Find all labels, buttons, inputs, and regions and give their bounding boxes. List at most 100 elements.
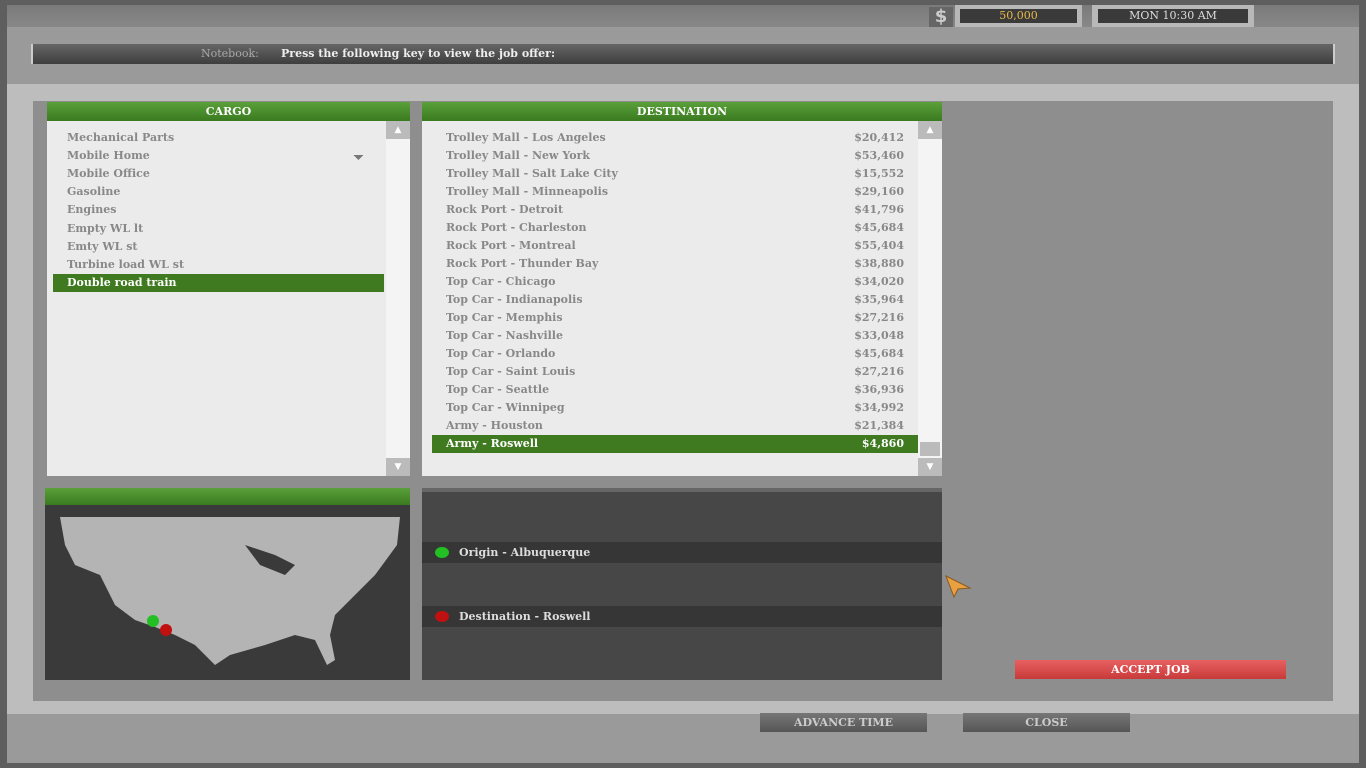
scroll-thumb[interactable] — [920, 442, 940, 456]
notebook-text: Press the following key to view the job … — [281, 47, 556, 60]
origin-marker — [147, 615, 159, 627]
destination-name: Rock Port - Thunder Bay — [446, 257, 599, 270]
destination-price: $34,992 — [854, 401, 904, 414]
notebook-label: Notebook: — [201, 47, 259, 60]
cargo-item[interactable]: Empty WL lt — [67, 221, 144, 235]
destination-name: Top Car - Chicago — [446, 275, 556, 288]
destination-name: Top Car - Seattle — [446, 383, 550, 396]
cargo-item[interactable]: Mechanical Parts — [67, 131, 175, 144]
destination-item[interactable]: Army - Roswell $4,860 — [432, 435, 918, 453]
destination-name: Trolley Mall - Salt Lake City — [446, 167, 618, 180]
destination-name: Army - Roswell — [446, 437, 539, 450]
money-value: 50,000 — [960, 9, 1077, 23]
destination-name: Trolley Mall - Minneapolis — [446, 185, 609, 198]
red-dot-icon — [435, 611, 449, 622]
destination-item[interactable]: Top Car - Nashville $33,048 — [432, 327, 918, 345]
destination-row: Destination - Roswell — [422, 606, 942, 627]
destination-item[interactable]: Trolley Mall - Los Angeles $20,412 — [432, 129, 918, 147]
advance-time-button[interactable]: ADVANCE TIME — [760, 713, 927, 732]
cargo-item[interactable]: Turbine load WL st — [67, 257, 185, 271]
destination-item[interactable]: Army - Houston $21,384 — [432, 417, 918, 435]
map-header — [45, 488, 410, 505]
map — [55, 517, 400, 680]
destination-item[interactable]: Top Car - Saint Louis $27,216 — [432, 363, 918, 381]
destination-item[interactable]: Trolley Mall - Minneapolis $29,160 — [432, 183, 918, 201]
cargo-item[interactable]: Mobile Home — [67, 149, 150, 163]
destination-price: $45,684 — [854, 347, 904, 360]
origin-label: Origin - Albuquerque — [459, 546, 591, 559]
cargo-item[interactable]: Emty WL st — [67, 239, 138, 253]
cargo-item[interactable]: Engines — [67, 203, 117, 217]
cargo-panel: CARGO Mechanical Parts Mobile Home Mobile … — [47, 102, 410, 476]
destination-panel: DESTINATION Trolley Mall - Los Angeles $2… — [422, 102, 942, 476]
destination-price: $33,048 — [854, 329, 904, 342]
destination-marker — [160, 624, 172, 636]
origin-row: Origin - Albuquerque — [422, 542, 942, 563]
destination-price: $27,216 — [854, 365, 904, 378]
route-info: Origin - Albuquerque Destination - Roswe… — [422, 488, 942, 680]
destination-item[interactable]: Top Car - Winnipeg $34,992 — [432, 399, 918, 417]
destination-price: $21,384 — [854, 419, 904, 432]
scroll-up-button[interactable]: ▲ — [386, 121, 410, 139]
destination-price: $38,880 — [854, 257, 904, 270]
cargo-item[interactable]: Mobile Office — [67, 167, 150, 181]
destination-name: Army - Houston — [446, 419, 543, 432]
destination-name: Top Car - Memphis — [446, 311, 563, 324]
land-mass — [60, 517, 400, 665]
destination-item[interactable]: Top Car - Orlando $45,684 — [432, 345, 918, 363]
destination-price: $53,460 — [854, 149, 904, 162]
destination-label: Destination - Roswell — [459, 610, 591, 623]
destination-price: $29,160 — [854, 185, 904, 198]
destination-item[interactable]: Rock Port - Detroit $41,796 — [432, 201, 918, 219]
cargo-item[interactable]: Double road train — [53, 273, 384, 292]
clock-value: MON 10:30 AM — [1098, 9, 1248, 23]
destination-scrollbar[interactable]: ▲ ▼ — [918, 121, 942, 476]
destination-name: Top Car - Saint Louis — [446, 365, 576, 378]
accept-job-button[interactable]: ACCEPT JOB — [1015, 660, 1286, 679]
cargo-header: CARGO — [47, 102, 410, 121]
destination-price: $55,404 — [854, 239, 904, 252]
destination-header: DESTINATION — [422, 102, 942, 121]
destination-price: $4,860 — [861, 437, 904, 450]
cursor-icon — [945, 574, 972, 598]
green-dot-icon — [435, 547, 449, 558]
destination-item[interactable]: Rock Port - Thunder Bay $38,880 — [432, 255, 918, 273]
destination-item[interactable]: Rock Port - Charleston $45,684 — [432, 219, 918, 237]
destination-item[interactable]: Rock Port - Montreal $55,404 — [432, 237, 918, 255]
destination-item[interactable]: Trolley Mall - Salt Lake City $15,552 — [432, 165, 918, 183]
destination-name: Top Car - Orlando — [446, 347, 556, 360]
destination-item[interactable]: Top Car - Seattle $36,936 — [432, 381, 918, 399]
destination-name: Top Car - Indianapolis — [446, 293, 583, 306]
destination-name: Rock Port - Charleston — [446, 221, 587, 234]
destination-name: Trolley Mall - New York — [446, 149, 590, 162]
destination-name: Trolley Mall - Los Angeles — [446, 131, 606, 144]
destination-item[interactable]: Top Car - Memphis $27,216 — [432, 309, 918, 327]
clock-display: MON 10:30 AM — [1092, 5, 1254, 27]
destination-price: $15,552 — [854, 167, 904, 180]
destination-name: Top Car - Winnipeg — [446, 401, 565, 414]
destination-name: Rock Port - Detroit — [446, 203, 564, 216]
cargo-scrollbar[interactable]: ▲ ▼ — [386, 121, 410, 476]
dollar-icon: $ — [929, 7, 953, 27]
destination-price: $34,020 — [854, 275, 904, 288]
destination-item[interactable]: Trolley Mall - New York $53,460 — [432, 147, 918, 165]
destination-name: Top Car - Nashville — [446, 329, 563, 342]
destination-price: $36,936 — [854, 383, 904, 396]
scroll-down-button[interactable]: ▼ — [918, 458, 942, 476]
destination-item[interactable]: Top Car - Indianapolis $35,964 — [432, 291, 918, 309]
route-map — [45, 488, 410, 680]
money-display: 50,000 — [955, 5, 1082, 27]
destination-price: $20,412 — [854, 131, 904, 144]
filter-icon[interactable]: ⏷ — [353, 150, 365, 166]
scroll-up-button[interactable]: ▲ — [918, 121, 942, 139]
close-button[interactable]: CLOSE — [963, 713, 1130, 732]
scroll-down-button[interactable]: ▼ — [386, 458, 410, 476]
destination-price: $41,796 — [854, 203, 904, 216]
destination-price: $27,216 — [854, 311, 904, 324]
notebook-bar: Notebook: Press the following key to vie… — [31, 44, 1335, 64]
destination-item[interactable]: Top Car - Chicago $34,020 — [432, 273, 918, 291]
destination-price: $45,684 — [854, 221, 904, 234]
destination-name: Rock Port - Montreal — [446, 239, 576, 252]
cargo-item[interactable]: Gasoline — [67, 185, 121, 199]
destination-price: $35,964 — [854, 293, 904, 306]
